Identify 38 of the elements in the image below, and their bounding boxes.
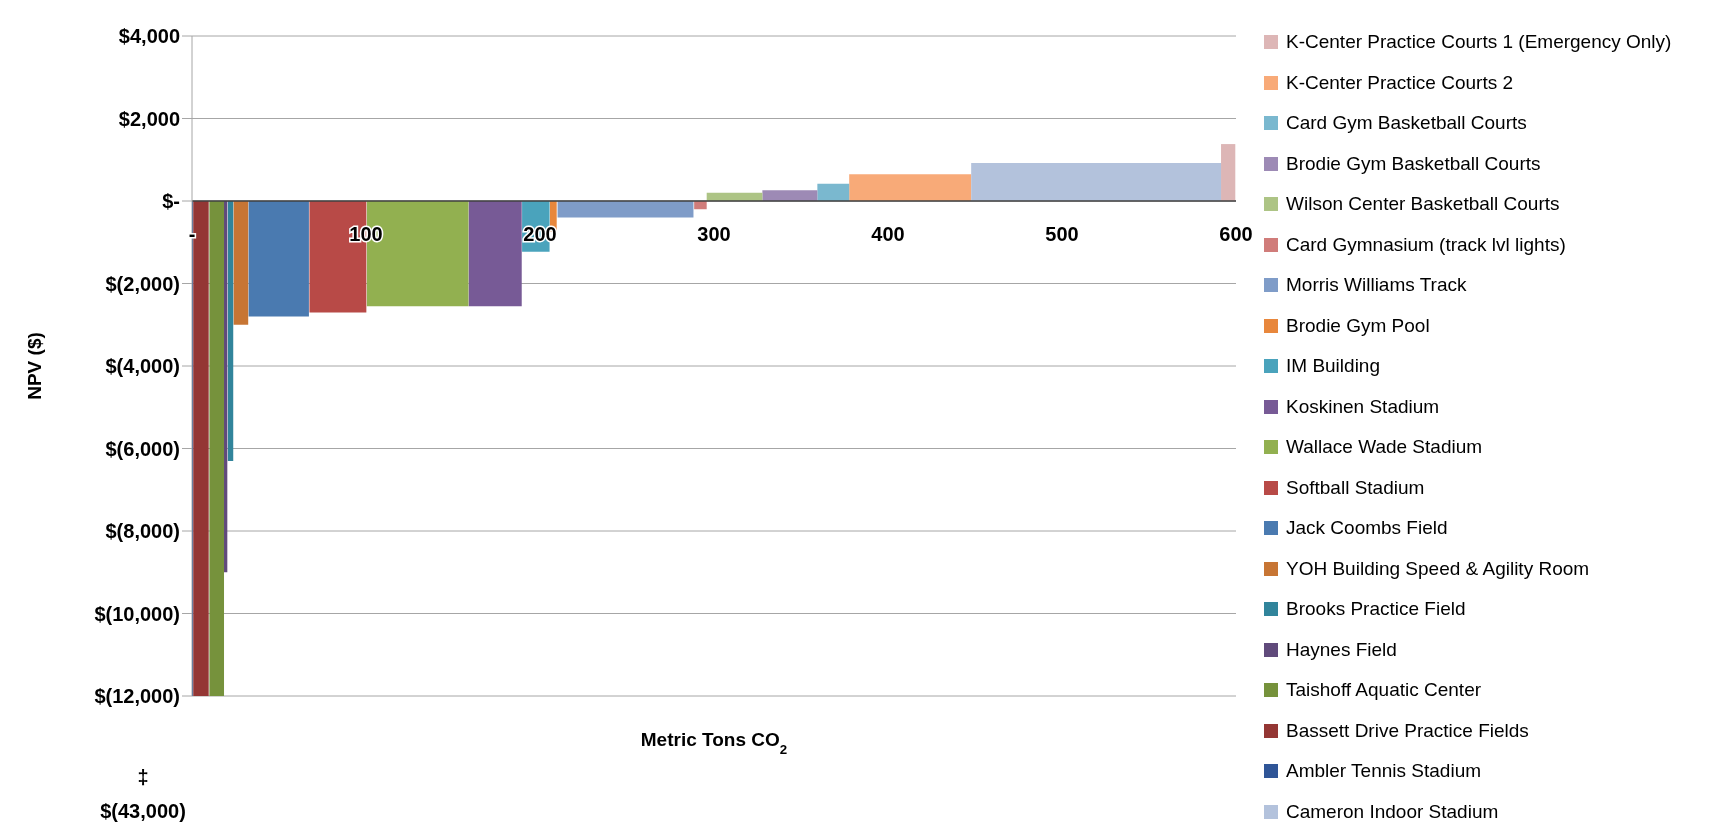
legend-label: K-Center Practice Courts 1 (Emergency Only) (1286, 31, 1672, 54)
legend-label: Morris Williams Track (1286, 274, 1467, 297)
y-tick-label: $(10,000) (94, 602, 180, 625)
legend-label: Wallace Wade Stadium (1286, 436, 1483, 459)
x-tick-label: 100 (349, 223, 383, 245)
y-tick-label: $(4,000) (105, 355, 180, 378)
legend-label: Bassett Drive Practice Fields (1286, 719, 1529, 742)
text: $(43,000) (99, 800, 187, 823)
x-tick-label: 500 (1045, 223, 1079, 245)
text: ‡ (136, 766, 150, 789)
legend-label: Softball Stadium (1286, 476, 1425, 499)
y-tick-label: $2,000 (118, 107, 180, 130)
legend-label: Taishoff Aquatic Center (1286, 679, 1482, 702)
y-tick-label: $(12,000) (94, 685, 180, 708)
legend-label: Ambler Tennis Stadium (1286, 760, 1482, 783)
legend-label: Haynes Field (1286, 638, 1397, 661)
legend-label: Brodie Gym Pool (1286, 314, 1430, 337)
legend-label: Brodie Gym Basketball Courts (1286, 152, 1541, 175)
y-tick-label: $(8,000) (105, 520, 180, 543)
legend-label: Wilson Center Basketball Courts (1286, 193, 1560, 216)
y-tick-label: $4,000 (118, 25, 180, 48)
y-axis-title: NPV ($) (23, 332, 45, 400)
legend-label: Card Gym Basketball Courts (1286, 112, 1527, 135)
y-tick-label: $(6,000) (105, 437, 180, 460)
legend-label: Jack Coombs Field (1286, 517, 1448, 540)
y-tick-label: $(2,000) (105, 272, 180, 295)
legend-label: Card Gymnasium (track lvl lights) (1286, 233, 1566, 256)
x-tick-label: 400 (871, 223, 905, 245)
legend-label: Cameron Indoor Stadium (1286, 800, 1499, 823)
legend-label: IM Building (1286, 355, 1380, 378)
x-tick-label: 300 (697, 223, 731, 245)
legend-label: K-Center Practice Courts 2 (1286, 71, 1514, 94)
legend-label: YOH Building Speed & Agility Room (1286, 557, 1590, 580)
legend-label: Koskinen Stadium (1286, 395, 1440, 418)
legend-label: Brooks Practice Field (1286, 598, 1466, 621)
y-tick-label: $- (162, 190, 180, 213)
x-tick-label: 600 (1219, 223, 1253, 245)
x-axis-title: Metric Tons CO$_{2}$ (640, 729, 788, 757)
